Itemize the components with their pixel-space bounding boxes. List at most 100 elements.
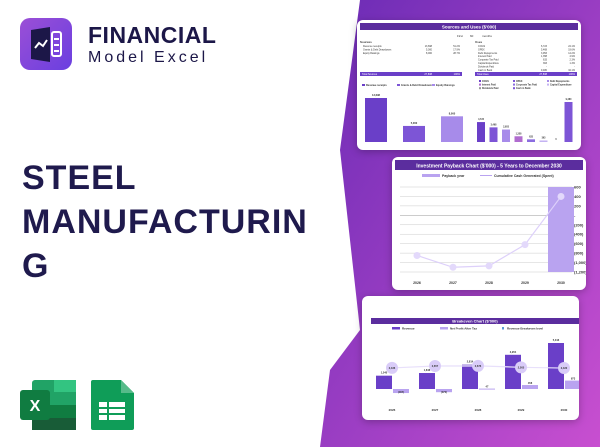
table-cell: 14.2% (568, 52, 576, 55)
total-row (360, 72, 462, 76)
total-row (475, 72, 577, 76)
table-cell: - (574, 65, 575, 68)
y-tick-label: (1,200) (574, 270, 586, 275)
legend-swatch (422, 174, 440, 177)
legend-label: Cumulative Cash Generated (Spent) (494, 174, 554, 178)
legend-label: Revenue (402, 327, 415, 331)
data-label: 1,540 (381, 371, 388, 375)
first-value: 60 (470, 34, 474, 38)
revenue-bar (548, 343, 564, 389)
breakeven-point (429, 360, 441, 373)
legend-swatch (397, 84, 400, 86)
page-title: STEEL MANUFACTURIN G (22, 156, 322, 288)
total-label: Total Uses (477, 73, 489, 76)
data-label: 2,436 (389, 366, 396, 370)
data-point (557, 192, 565, 200)
total-pct: 100% (454, 73, 461, 76)
breakeven-point (515, 361, 527, 374)
x-tick-label: 2030 (557, 281, 565, 285)
table-cell: Equity Raisings (363, 52, 380, 55)
table-cell: 1.3% (570, 62, 576, 65)
data-label: 5,000 (411, 121, 418, 125)
breakeven-point (472, 359, 484, 372)
total-value: 27,838 (539, 73, 547, 76)
x-tick-label: 2026 (389, 408, 396, 412)
data-label: 8,000 (449, 111, 456, 115)
data-label: 363 (542, 137, 547, 139)
table-cell: COGS (478, 45, 485, 48)
title-line: STEEL (22, 159, 137, 197)
excel-icon: X (20, 380, 76, 430)
bar (539, 140, 548, 142)
y-tick-label: 400 (574, 194, 581, 199)
table-cell: 2.3% (570, 59, 576, 62)
table-cell: Dividends Paid (478, 65, 495, 68)
x-tick-label: 2027 (432, 408, 439, 412)
table-cell: 633 (543, 59, 548, 62)
table-cell: 6,723 (541, 45, 548, 48)
data-point (485, 262, 493, 270)
table-cell: 17.9% (453, 48, 461, 51)
first-unit: months (482, 34, 492, 38)
legend-label: Interest Paid (482, 84, 496, 87)
legend-label: Grants & Debt Drawdowns (401, 84, 433, 87)
chart-title: Investment Payback Chart ($'000) - 5 Yea… (416, 164, 562, 170)
data-label: 1,848 (424, 368, 431, 372)
table-cell: 34.1% (568, 69, 576, 72)
table-cell: 24.1% (568, 45, 576, 48)
data-label: (370) (441, 390, 447, 394)
bar (489, 127, 498, 142)
revenue-bar (462, 364, 478, 389)
table-cell: 13,698 (425, 45, 433, 48)
chart-title-bar (395, 160, 583, 170)
x-tick-label: 2029 (521, 281, 529, 285)
data-label: (467) (398, 390, 404, 394)
y-tick-label: - (574, 213, 576, 218)
svg-text:X: X (30, 398, 41, 415)
total-pct: 100% (569, 73, 576, 76)
npat-bar (393, 389, 409, 394)
table-cell: 8,000 (426, 52, 433, 55)
title-line: G (22, 247, 50, 285)
breakeven-point (386, 361, 398, 374)
data-point (521, 241, 529, 249)
legend-swatch (479, 87, 481, 90)
npat-bar (522, 385, 538, 389)
data-label: 633 (529, 136, 534, 138)
data-label: 2,676 (475, 364, 482, 368)
table-cell: 3,953 (541, 52, 548, 55)
y-tick-label: (800) (574, 251, 584, 256)
table-cell: Revenue receipts (363, 45, 382, 48)
table-cell: 363 (543, 62, 548, 65)
legend-label: OPEX (516, 81, 523, 83)
table-cell: 28.7% (453, 52, 461, 55)
table-cell: 5,468 (541, 48, 548, 51)
bar (365, 98, 387, 142)
table-cell: Corporate Tax Paid (478, 59, 499, 62)
brand-logo (20, 18, 72, 70)
legend-swatch (502, 327, 504, 330)
brand-name: FINANCIAL (88, 22, 217, 48)
bar (502, 129, 510, 142)
legend-label: COGS (482, 81, 489, 83)
y-tick-label: (200) (574, 222, 584, 227)
data-label: 3,954 (510, 350, 517, 354)
table-heading: Sources (360, 40, 372, 44)
revenue-bar (376, 375, 392, 389)
npat-bar (436, 389, 452, 393)
chart-title: Sources and Uses ($'000) (442, 25, 497, 30)
x-tick-label: 2027 (449, 281, 457, 285)
bar (403, 125, 425, 142)
table-heading: Uses (475, 40, 483, 44)
data-label: 2,814 (467, 360, 474, 364)
bar (477, 122, 485, 142)
breakeven-chart-card: Breakeven Chart ($'000) Revenue Net Profit… (362, 296, 579, 420)
legend-label: Cash in Bank (516, 88, 531, 90)
x-tick-label: 2029 (518, 408, 525, 412)
table-cell: Cash in Bank (478, 69, 493, 72)
table-cell: 5,000 (426, 48, 433, 51)
data-label: 2,505 (518, 365, 525, 369)
legend-swatch (513, 83, 515, 86)
data-label: 13,698 (372, 93, 380, 97)
data-label: 5,316 (553, 338, 560, 342)
